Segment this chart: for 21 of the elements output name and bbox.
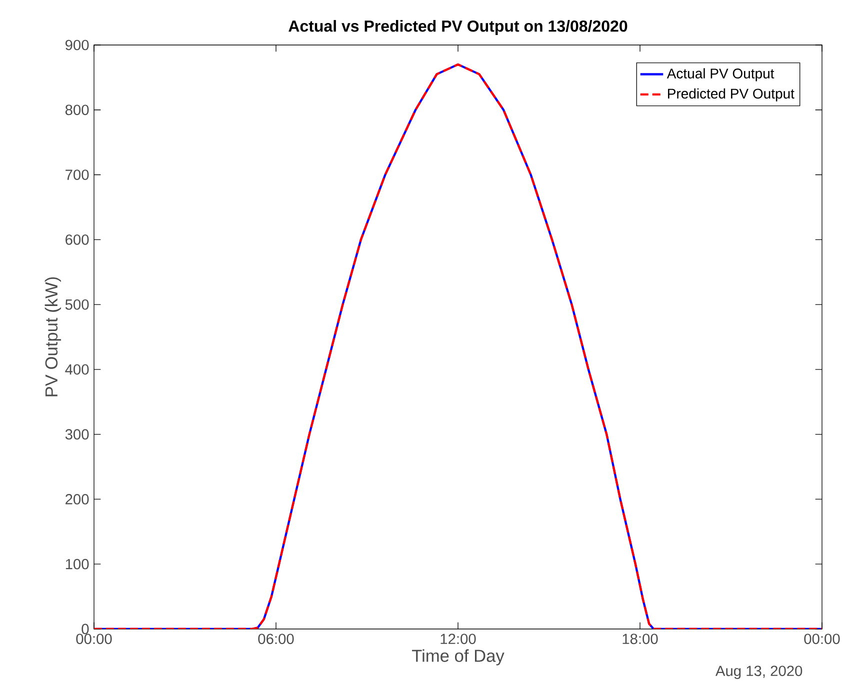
text: Aug 13, 2020 — [715, 666, 802, 679]
x-tick-label: 00:00 — [804, 634, 840, 644]
y-tick-label: 800 — [65, 104, 89, 116]
x-axis-title: Time of Day — [412, 649, 504, 666]
y-tick-label: 200 — [66, 494, 89, 504]
y-axis-title: PV Output (kW) — [44, 277, 61, 396]
x-tick-label: 06:00 — [258, 634, 294, 644]
legend-label: Predicted PV Output — [668, 88, 794, 102]
y-tick-label: 300 — [65, 429, 89, 440]
y-tick-label: 700 — [66, 170, 89, 180]
y-tick-label: 400 — [65, 364, 89, 375]
x-tick-label: 12:00 — [440, 634, 476, 644]
legend-label: Actual PV Output — [666, 68, 774, 82]
chart-title: Actual vs Predicted PV Output on 13/08/2020 — [288, 20, 628, 35]
x-tick-label: 18:00 — [622, 634, 658, 644]
y-tick-label: 500 — [65, 299, 89, 310]
y-tick-label: 600 — [66, 234, 89, 245]
y-tick-label: 0 — [82, 624, 89, 634]
x-tick-label: 00:00 — [76, 634, 112, 644]
y-tick-label: 100 — [66, 558, 89, 570]
y-tick-label: 900 — [66, 40, 89, 50]
